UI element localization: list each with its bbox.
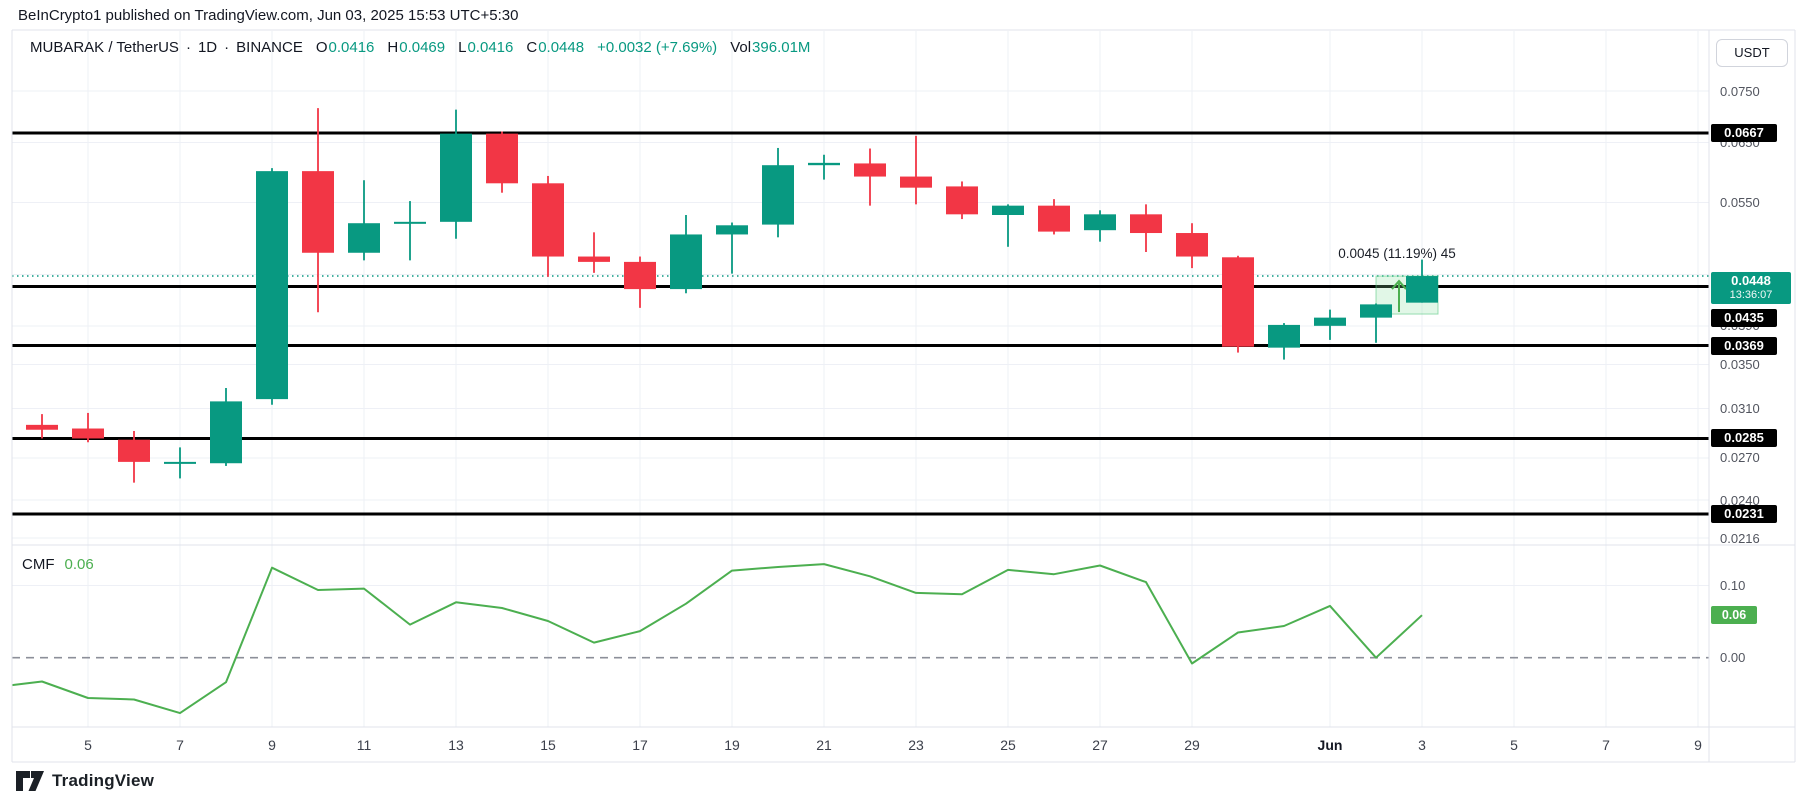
candle-body[interactable] — [578, 256, 610, 262]
time-tick-label: 7 — [1602, 737, 1610, 753]
candle-body[interactable] — [946, 186, 978, 215]
current-price-value: 0.0448 — [1731, 273, 1771, 289]
candle-body[interactable] — [118, 439, 150, 462]
current-price-label: 0.0448 13:36:07 — [1711, 272, 1791, 305]
candle-body[interactable] — [302, 171, 334, 253]
level-price-label: 0.0231 — [1711, 504, 1777, 523]
attribution-text: BeInCrypto1 published on TradingView.com… — [18, 7, 519, 24]
ohlc-close: C 0.0448 — [526, 39, 585, 56]
tradingview-logo-icon — [16, 771, 44, 791]
price-tick-label: 0.0310 — [1720, 400, 1760, 416]
candle-body[interactable] — [900, 176, 932, 188]
time-tick-label: 27 — [1092, 737, 1108, 753]
candle-body[interactable] — [624, 261, 656, 290]
interval-label: 1D — [197, 39, 218, 56]
cmf-tick-label: 0.10 — [1720, 578, 1746, 594]
candle-body[interactable] — [164, 461, 196, 464]
time-tick-label: 5 — [84, 737, 92, 753]
level-price-label: 0.0435 — [1711, 308, 1777, 327]
candle-body[interactable] — [394, 221, 426, 224]
time-tick-label: 23 — [908, 737, 924, 753]
separator: · — [224, 39, 230, 56]
separator: · — [185, 39, 191, 56]
candle-body[interactable] — [486, 133, 518, 184]
ohlc-high: H 0.0469 — [387, 39, 446, 56]
time-tick-label: 21 — [816, 737, 832, 753]
tradingview-brand[interactable]: TradingView — [16, 771, 154, 791]
candle-body[interactable] — [440, 133, 472, 222]
price-tick-label: 0.0550 — [1720, 194, 1760, 210]
candle-body[interactable] — [1314, 317, 1346, 326]
candle-body[interactable] — [1222, 257, 1254, 347]
cmf-value: 0.06 — [64, 556, 94, 573]
annotation-text: 0.0045 (11.19%) 45 — [1338, 246, 1456, 261]
ohlc-open: O 0.0416 — [315, 39, 375, 56]
range-arrow-head — [1391, 279, 1407, 290]
price-tick-label: 0.0270 — [1720, 450, 1760, 466]
candle-body[interactable] — [1038, 205, 1070, 232]
candle-body[interactable] — [26, 424, 58, 430]
change-value: +0.0032 (+7.69%) — [597, 39, 718, 56]
price-tick-label: 0.0216 — [1720, 530, 1760, 546]
candle-body[interactable] — [210, 401, 242, 464]
time-tick-label: 9 — [268, 737, 276, 753]
candle-body[interactable] — [1176, 233, 1208, 257]
cmf-tick-label: 0.00 — [1720, 650, 1746, 666]
cmf-name[interactable]: CMF — [22, 556, 55, 573]
time-tick-label: 15 — [540, 737, 556, 753]
time-tick-label: 13 — [448, 737, 464, 753]
time-tick-label: 7 — [176, 737, 184, 753]
candle-body[interactable] — [1130, 214, 1162, 234]
candle-body[interactable] — [992, 205, 1024, 216]
candle-body[interactable] — [716, 225, 748, 235]
annotation-label: 0.0045 (11.19%) 45 — [1338, 246, 1456, 261]
candle-body[interactable] — [808, 162, 840, 166]
candle-body[interactable] — [854, 163, 886, 177]
time-tick-label: 17 — [632, 737, 648, 753]
candle-body[interactable] — [72, 428, 104, 439]
time-tick-label: 19 — [724, 737, 740, 753]
ohlc-low: L 0.0416 — [458, 39, 514, 56]
cmf-value-label: 0.06 — [1711, 606, 1757, 625]
time-tick-label: Jun — [1317, 737, 1343, 753]
candle-body[interactable] — [1406, 276, 1438, 303]
symbol-title[interactable]: MUBARAK / TetherUS · 1D · BINANCE — [30, 39, 303, 56]
candle-body[interactable] — [670, 234, 702, 290]
symbol-name: MUBARAK / TetherUS — [30, 39, 179, 56]
candle-body[interactable] — [256, 171, 288, 400]
time-tick-label: 5 — [1510, 737, 1518, 753]
cmf-line — [11, 563, 1423, 715]
candle-body[interactable] — [1268, 324, 1300, 348]
brand-name: TradingView — [52, 771, 155, 790]
candle-body[interactable] — [532, 183, 564, 257]
time-tick-label: 9 — [1694, 737, 1702, 753]
candle-body[interactable] — [1084, 214, 1116, 231]
candle-body[interactable] — [762, 165, 794, 225]
price-tick-label: 0.0350 — [1720, 357, 1760, 373]
time-tick-label: 11 — [356, 737, 372, 753]
candle-body[interactable] — [1360, 304, 1392, 318]
candlestick-series[interactable] — [26, 108, 1438, 483]
pane-frame-lines — [11, 29, 1796, 763]
candle-body[interactable] — [348, 223, 380, 253]
bar-countdown: 13:36:07 — [1729, 289, 1773, 302]
time-tick-label: 25 — [1000, 737, 1016, 753]
gridlines — [12, 31, 1709, 727]
level-price-label: 0.0369 — [1711, 336, 1777, 355]
exchange-label: BINANCE — [236, 39, 303, 56]
cmf-indicator-series[interactable] — [11, 563, 1709, 715]
time-tick-label: 29 — [1184, 737, 1200, 753]
quote-currency-button[interactable]: USDT — [1716, 39, 1788, 67]
time-tick-label: 3 — [1418, 737, 1426, 753]
level-price-label: 0.0285 — [1711, 429, 1777, 448]
price-tick-label: 0.0240 — [1720, 492, 1760, 508]
volume-value: Vol 396.01M — [730, 39, 811, 56]
price-tick-label: 0.0750 — [1720, 83, 1760, 99]
cmf-legend: CMF 0.06 — [22, 556, 94, 573]
level-price-label: 0.0667 — [1711, 124, 1777, 143]
